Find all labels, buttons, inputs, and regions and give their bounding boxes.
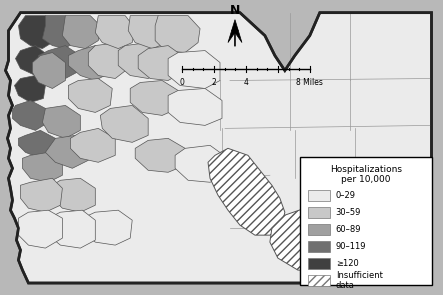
Bar: [308, 207, 330, 218]
Polygon shape: [19, 210, 62, 248]
Polygon shape: [32, 53, 66, 88]
Bar: [308, 241, 330, 252]
Text: N: N: [230, 4, 240, 17]
Polygon shape: [20, 178, 62, 212]
Polygon shape: [52, 178, 95, 212]
Bar: [308, 224, 330, 235]
Bar: [308, 275, 330, 286]
Polygon shape: [16, 45, 48, 76]
Polygon shape: [100, 105, 148, 142]
Polygon shape: [23, 152, 62, 182]
Polygon shape: [138, 45, 182, 81]
Polygon shape: [118, 42, 162, 78]
Text: 0: 0: [180, 78, 185, 86]
Bar: [308, 190, 330, 201]
Text: ≥120: ≥120: [336, 259, 358, 268]
Text: 90–119: 90–119: [336, 242, 366, 251]
Polygon shape: [62, 16, 100, 49]
Text: 2: 2: [212, 78, 216, 86]
Polygon shape: [48, 210, 95, 248]
Polygon shape: [68, 78, 112, 112]
Polygon shape: [135, 138, 185, 172]
Polygon shape: [228, 20, 242, 42]
Polygon shape: [82, 210, 132, 245]
Polygon shape: [70, 128, 115, 162]
Text: 8 Miles: 8 Miles: [296, 78, 323, 86]
Text: 30–59: 30–59: [336, 208, 361, 217]
Text: 4: 4: [244, 78, 249, 86]
Polygon shape: [270, 208, 369, 272]
Text: Hospitalizations: Hospitalizations: [330, 165, 402, 174]
Polygon shape: [15, 76, 45, 102]
Polygon shape: [12, 101, 48, 130]
Polygon shape: [168, 88, 222, 125]
Bar: [300, 157, 431, 285]
Polygon shape: [155, 16, 200, 53]
Polygon shape: [19, 130, 55, 158]
Polygon shape: [95, 16, 135, 49]
Polygon shape: [175, 145, 228, 182]
Polygon shape: [88, 42, 130, 78]
Bar: [308, 258, 330, 269]
Polygon shape: [208, 148, 285, 235]
Polygon shape: [5, 13, 431, 283]
Polygon shape: [68, 45, 110, 81]
Polygon shape: [168, 50, 220, 88]
Polygon shape: [45, 135, 90, 168]
Polygon shape: [128, 16, 170, 49]
Polygon shape: [43, 105, 80, 138]
Polygon shape: [39, 45, 80, 78]
Polygon shape: [19, 16, 55, 49]
Polygon shape: [43, 16, 78, 49]
Text: 0–29: 0–29: [336, 191, 356, 200]
Polygon shape: [130, 81, 178, 115]
Text: per 10,000: per 10,000: [341, 175, 390, 184]
Text: Insufficient
data: Insufficient data: [336, 271, 383, 290]
Text: 60–89: 60–89: [336, 225, 361, 234]
